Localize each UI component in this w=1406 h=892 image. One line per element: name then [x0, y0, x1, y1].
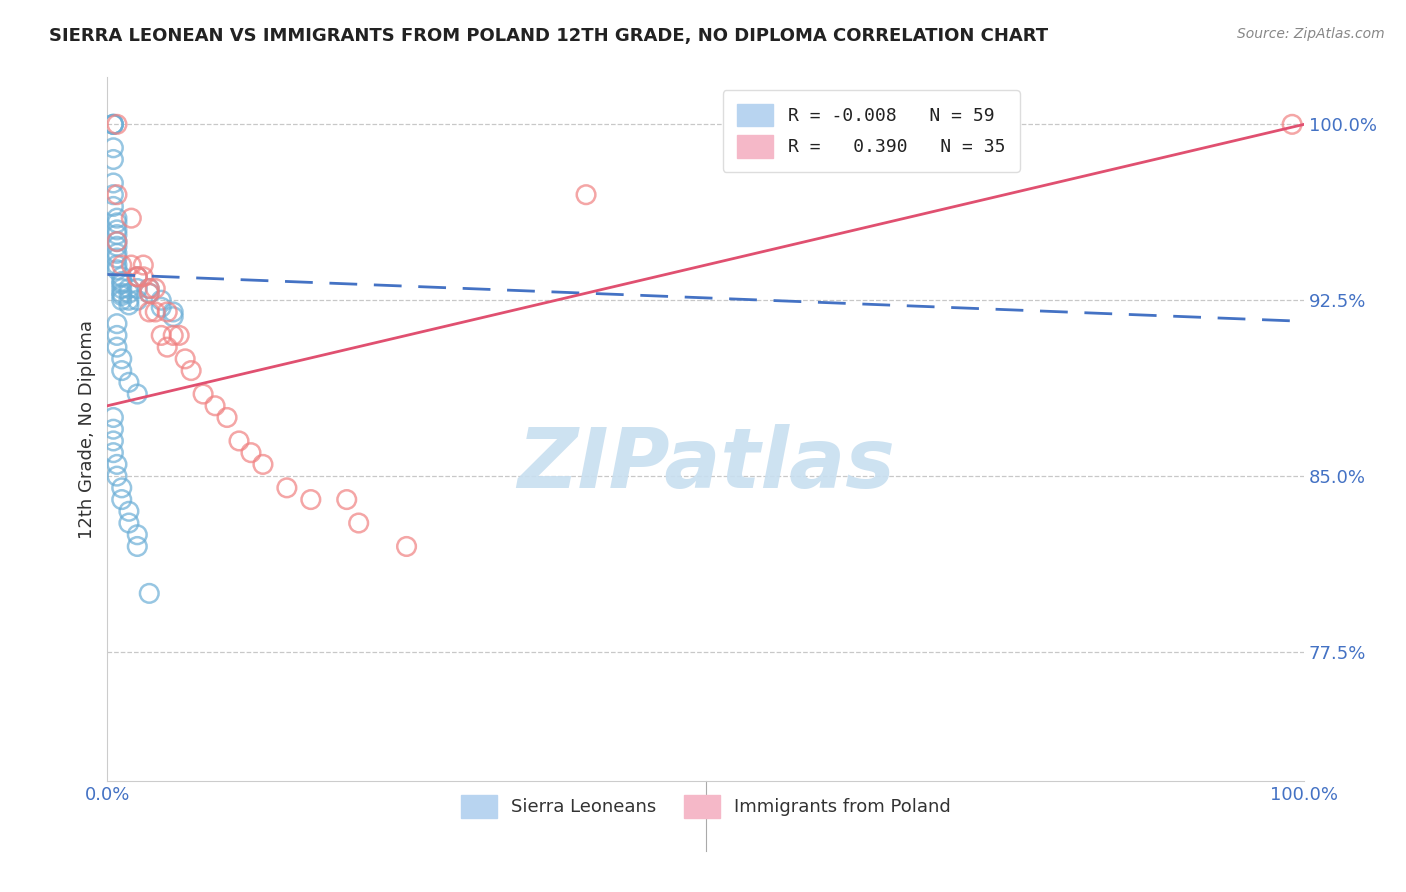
Point: [156, 305, 179, 319]
Point: [127, 387, 149, 401]
Point: [252, 458, 274, 472]
Point: [105, 239, 128, 253]
Point: [180, 363, 202, 377]
Point: [103, 434, 125, 448]
Point: [156, 340, 179, 354]
Point: [105, 216, 128, 230]
Point: [347, 516, 370, 530]
Point: [105, 251, 128, 265]
Point: [127, 269, 149, 284]
Point: [132, 258, 155, 272]
Point: [228, 434, 250, 448]
Point: [105, 340, 128, 354]
Point: [103, 141, 125, 155]
Point: [103, 199, 125, 213]
Point: [111, 363, 134, 377]
Point: [105, 227, 128, 242]
Point: [127, 540, 149, 554]
Point: [111, 351, 134, 366]
Point: [111, 481, 134, 495]
Point: [105, 246, 128, 260]
Point: [118, 281, 141, 295]
Point: [103, 153, 125, 167]
Point: [118, 376, 141, 390]
Point: [127, 269, 149, 284]
Point: [138, 281, 160, 295]
Point: [118, 504, 141, 518]
Point: [111, 275, 134, 289]
Point: [138, 305, 160, 319]
Point: [118, 298, 141, 312]
Y-axis label: 12th Grade, No Diploma: 12th Grade, No Diploma: [79, 319, 96, 539]
Point: [150, 293, 173, 308]
Point: [111, 277, 134, 291]
Point: [103, 176, 125, 190]
Point: [105, 117, 128, 131]
Point: [127, 281, 149, 295]
Point: [162, 328, 184, 343]
Point: [167, 328, 190, 343]
Point: [111, 293, 134, 308]
Point: [103, 117, 125, 131]
Point: [162, 305, 184, 319]
Point: [127, 293, 149, 308]
Point: [103, 410, 125, 425]
Point: [174, 351, 197, 366]
Point: [162, 310, 184, 324]
Point: [395, 540, 418, 554]
Point: [105, 223, 128, 237]
Point: [111, 288, 134, 302]
Point: [105, 187, 128, 202]
Point: [118, 286, 141, 301]
Point: [138, 586, 160, 600]
Point: [127, 527, 149, 541]
Point: [105, 262, 128, 277]
Point: [120, 211, 142, 226]
Point: [111, 492, 134, 507]
Point: [575, 187, 598, 202]
Point: [143, 305, 166, 319]
Point: [191, 387, 214, 401]
Point: [276, 481, 298, 495]
Point: [127, 269, 149, 284]
Point: [103, 117, 125, 131]
Text: ZIPatlas: ZIPatlas: [517, 424, 894, 505]
Point: [204, 399, 226, 413]
Point: [105, 469, 128, 483]
Point: [240, 445, 263, 459]
Point: [105, 317, 128, 331]
Point: [143, 281, 166, 295]
Point: [103, 187, 125, 202]
Point: [105, 211, 128, 226]
Point: [105, 328, 128, 343]
Text: Source: ZipAtlas.com: Source: ZipAtlas.com: [1237, 27, 1385, 41]
Point: [118, 293, 141, 308]
Point: [132, 269, 155, 284]
Point: [105, 458, 128, 472]
Point: [138, 286, 160, 301]
Point: [215, 410, 238, 425]
Point: [111, 258, 134, 272]
Point: [103, 117, 125, 131]
Point: [120, 258, 142, 272]
Point: [103, 422, 125, 436]
Point: [336, 492, 359, 507]
Point: [150, 328, 173, 343]
Point: [299, 492, 322, 507]
Point: [103, 445, 125, 459]
Point: [1281, 117, 1303, 131]
Point: [105, 235, 128, 249]
Point: [111, 286, 134, 301]
Point: [150, 300, 173, 314]
Point: [105, 258, 128, 272]
Point: [138, 286, 160, 301]
Point: [138, 281, 160, 295]
Point: [118, 516, 141, 530]
Text: SIERRA LEONEAN VS IMMIGRANTS FROM POLAND 12TH GRADE, NO DIPLOMA CORRELATION CHAR: SIERRA LEONEAN VS IMMIGRANTS FROM POLAND…: [49, 27, 1049, 45]
Point: [111, 281, 134, 295]
Legend: Sierra Leoneans, Immigrants from Poland: Sierra Leoneans, Immigrants from Poland: [453, 789, 957, 825]
Point: [105, 235, 128, 249]
Point: [111, 269, 134, 284]
